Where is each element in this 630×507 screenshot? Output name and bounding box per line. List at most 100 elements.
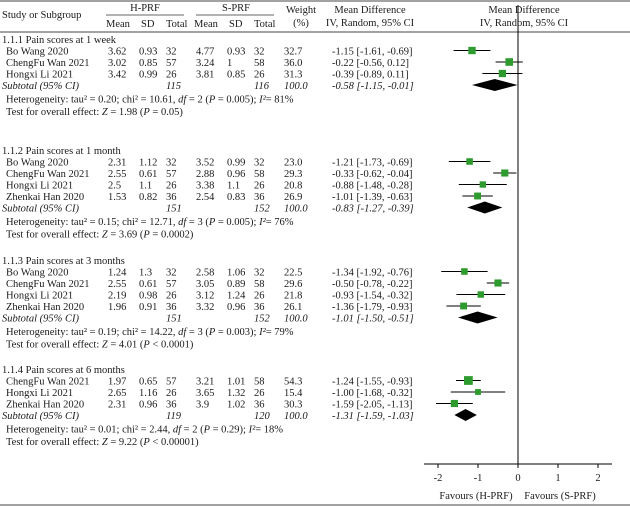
study-marker	[468, 46, 476, 55]
study-total-h: 32	[166, 158, 177, 169]
heterogeneity-df-value: = 2 (	[181, 425, 204, 436]
study-mean-h: 1.96	[108, 302, 126, 313]
study-sd-h: 0.96	[139, 400, 157, 411]
heterogeneity-prefix: Heterogeneity: tau² = 0.15; chi² = 12.71…	[6, 217, 178, 228]
study-sd-s: 0.96	[227, 302, 245, 313]
study-weight: 36.0	[284, 58, 302, 69]
study-mean-h: 2.65	[108, 388, 126, 399]
study-md-ci: -1.01 [-1.39, -0.63]	[332, 192, 412, 203]
overall-effect-text: Test for overall effect: Z = 3.69 (P = 0…	[6, 230, 194, 241]
overall-effect-p: P	[142, 107, 150, 118]
study-total-h: 57	[166, 377, 177, 388]
study-md-ci: -0.50 [-0.78, -0.22]	[332, 279, 412, 290]
study-weight: 15.4	[284, 388, 303, 399]
heterogeneity-i2: I²	[248, 425, 256, 436]
study-sd-s: 1.01	[227, 377, 245, 388]
study-marker	[460, 302, 468, 310]
overall-effect-p-value: = 0.0002)	[150, 230, 194, 241]
heterogeneity-p-value: = 0.005);	[215, 217, 259, 228]
study-total-h: 57	[166, 169, 177, 180]
header-md: Mean Difference	[334, 5, 406, 16]
heterogeneity-df-value: = 3 (	[186, 217, 209, 228]
study-total-h: 26	[166, 388, 177, 399]
study-total-h: 36	[166, 302, 177, 313]
study-name: Bo Wang 2020	[6, 158, 69, 169]
header-total-1: Total	[166, 19, 188, 30]
study-mean-s: 3.38	[196, 181, 214, 192]
x-tick-label: -1	[474, 473, 483, 484]
subtotal-total-s: 116	[254, 81, 270, 92]
study-mean-h: 2.31	[108, 400, 126, 411]
study-weight: 29.3	[284, 169, 302, 180]
overall-effect-p-value: = 0.05)	[150, 107, 184, 118]
overall-effect-z: Z	[102, 107, 108, 118]
overall-effect-prefix: Test for overall effect:	[6, 107, 102, 118]
study-weight: 54.3	[284, 377, 302, 388]
study-total-s: 58	[254, 377, 265, 388]
study-sd-s: 0.93	[227, 47, 245, 58]
study-total-h: 26	[166, 291, 177, 302]
overall-effect-prefix: Test for overall effect:	[6, 437, 102, 448]
subgroup-title: 1.1.1 Pain scores at 1 week	[2, 35, 117, 46]
study-marker	[475, 389, 481, 395]
study-name: Zhenkai Han 2020	[6, 302, 84, 313]
overall-effect-z: Z	[102, 340, 108, 351]
study-sd-h: 1.1	[139, 181, 152, 192]
x-tick-label: -2	[434, 473, 443, 484]
study-sd-h: 1.16	[139, 388, 157, 399]
study-sd-s: 1.1	[227, 181, 240, 192]
subtotal-diamond	[467, 201, 503, 214]
study-name: ChengFu Wan 2021	[6, 279, 90, 290]
study-total-s: 26	[254, 388, 265, 399]
overall-effect-z: Z	[102, 230, 108, 241]
heterogeneity-df: df	[178, 217, 188, 228]
heterogeneity-text: Heterogeneity: tau² = 0.20; chi² = 10.61…	[6, 95, 294, 106]
study-name: ChengFu Wan 2021	[6, 377, 90, 388]
subtotal-md-ci: -0.58 [-1.15, -0.01]	[332, 81, 414, 92]
study-total-h: 36	[166, 192, 177, 203]
study-sd-s: 0.96	[227, 169, 245, 180]
study-sd-s: 0.85	[227, 70, 245, 81]
x-tick-label: 2	[595, 473, 600, 484]
overall-effect-text: Test for overall effect: Z = 9.22 (P < 0…	[6, 437, 199, 448]
favours-right: Favours (S-PRF)	[524, 491, 596, 502]
heterogeneity-df-value: = 2 (	[186, 95, 209, 106]
study-sd-h: 0.65	[139, 377, 157, 388]
study-total-s: 32	[254, 268, 265, 279]
study-name: Hongxi Li 2021	[6, 388, 73, 399]
study-mean-h: 2.31	[108, 158, 126, 169]
x-tick-label: 1	[555, 473, 560, 484]
subgroup-title: 1.1.4 Pain scores at 6 months	[2, 365, 125, 376]
heterogeneity-prefix: Heterogeneity: tau² = 0.19; chi² = 14.22…	[6, 327, 178, 338]
heterogeneity-i2-value: = 18%	[255, 425, 283, 436]
heterogeneity-p: P	[203, 425, 211, 436]
heterogeneity-i2: I²	[258, 327, 266, 338]
study-total-h: 57	[166, 279, 177, 290]
study-sd-h: 0.82	[139, 192, 157, 203]
study-mean-s: 3.24	[196, 58, 215, 69]
study-marker	[450, 399, 458, 408]
heterogeneity-p-value: = 0.003);	[215, 327, 259, 338]
overall-effect-z-value: = 9.22 (	[108, 437, 144, 448]
heterogeneity-p: P	[208, 95, 216, 106]
study-md-ci: -1.00 [-1.68, -0.32]	[332, 388, 412, 399]
study-sd-s: 1.24	[227, 291, 246, 302]
subtotal-total-h: 151	[166, 314, 182, 325]
study-total-h: 57	[166, 58, 177, 69]
study-mean-h: 1.97	[108, 377, 126, 388]
heterogeneity-i2-value: = 76%	[266, 217, 294, 228]
study-total-s: 58	[254, 169, 265, 180]
subtotal-total-h: 119	[166, 411, 182, 422]
study-md-ci: -0.88 [-1.48, -0.28]	[332, 181, 412, 192]
subtotal-total-h: 151	[166, 204, 182, 215]
subtotal-md-ci: -0.83 [-1.27, -0.39]	[332, 204, 414, 215]
study-marker	[498, 69, 507, 78]
study-mean-h: 1.53	[108, 192, 126, 203]
overall-effect-prefix: Test for overall effect:	[6, 340, 102, 351]
study-total-s: 32	[254, 158, 265, 169]
study-marker	[461, 268, 468, 275]
study-weight: 22.5	[284, 268, 302, 279]
header-sd-2: SD	[229, 19, 243, 30]
study-md-ci: -1.34 [-1.92, -0.76]	[332, 268, 412, 279]
study-sd-s: 1.06	[227, 268, 245, 279]
